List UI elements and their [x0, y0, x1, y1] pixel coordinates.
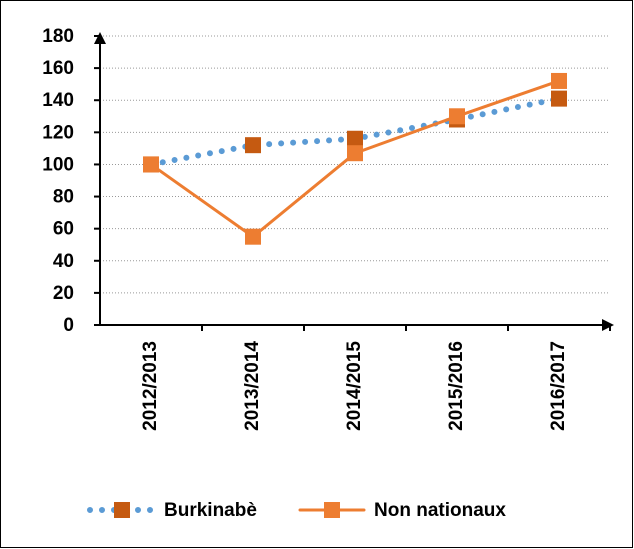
- marker: [551, 90, 567, 107]
- x-tick-label: 2013/2014: [242, 341, 263, 431]
- y-tick-label: 0: [63, 315, 74, 336]
- x-tick-label: 2016/2017: [548, 341, 569, 431]
- marker: [551, 72, 567, 89]
- marker: [347, 130, 363, 147]
- marker: [449, 108, 465, 125]
- marker: [143, 156, 159, 173]
- marker: [347, 145, 363, 162]
- y-tick-label: 180: [42, 26, 74, 47]
- y-tick-label: 100: [42, 154, 74, 175]
- y-tick-label: 60: [53, 219, 74, 240]
- y-tick-label: 160: [42, 58, 74, 79]
- y-tick-label: 80: [53, 187, 74, 208]
- legend-label: Burkinabè: [164, 500, 257, 521]
- y-tick-label: 120: [42, 122, 74, 143]
- y-tick-label: 40: [53, 251, 74, 272]
- y-tick-label: 140: [42, 90, 74, 111]
- x-axis-arrow: [602, 319, 614, 331]
- y-tick-label: 20: [53, 283, 74, 304]
- legend-marker: [114, 502, 130, 518]
- legend-label: Non nationaux: [374, 500, 506, 521]
- x-tick-label: 2012/2013: [140, 341, 161, 431]
- marker: [245, 137, 261, 154]
- x-tick-label: 2015/2016: [446, 341, 467, 431]
- x-tick-label: 2014/2015: [344, 341, 365, 431]
- y-axis-arrow: [94, 32, 106, 44]
- legend-marker: [324, 502, 340, 518]
- marker: [245, 228, 261, 245]
